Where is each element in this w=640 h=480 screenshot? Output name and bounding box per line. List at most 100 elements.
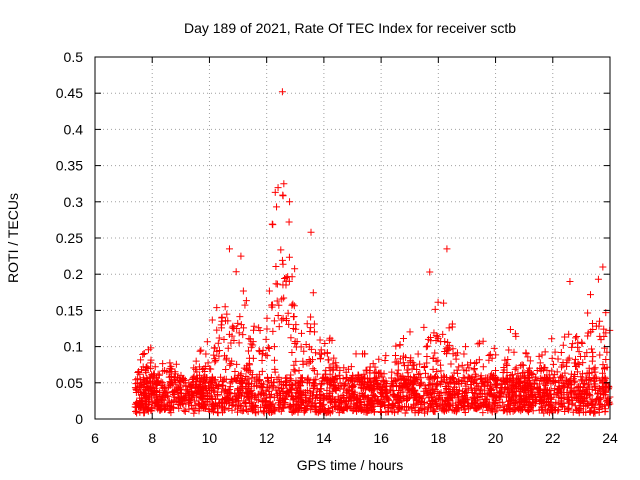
data-point [206,365,214,373]
data-point [565,330,573,338]
data-point [542,381,550,389]
data-point [511,330,519,338]
data-point [137,382,145,390]
data-point [135,368,143,376]
data-point [383,388,391,396]
data-point [197,346,205,354]
data-point [367,377,375,385]
x-tick-label: 18 [431,430,447,446]
data-point [426,268,434,276]
data-point [161,391,169,399]
data-point [317,394,325,402]
data-point [459,402,467,410]
data-point [245,354,253,362]
data-point [545,400,553,408]
data-point [284,309,292,317]
data-point [287,371,295,379]
data-point [587,407,595,415]
data-point [202,363,210,371]
data-point [330,375,338,383]
data-point [316,355,324,363]
data-point [529,385,537,393]
data-point [549,377,557,385]
data-point [230,337,238,345]
data-point [507,396,515,404]
data-point [343,373,351,381]
data-point [588,345,596,353]
data-point [601,408,609,416]
data-point [424,335,432,343]
data-point [285,320,293,328]
data-point [249,341,257,349]
y-tick-label: 0 [75,411,83,427]
data-point [229,398,237,406]
data-point [198,399,206,407]
data-point [420,323,428,331]
data-point [220,375,228,383]
data-point [509,407,517,415]
data-point [601,373,609,381]
data-point [313,386,321,394]
data-point [143,363,151,371]
data-point [313,370,321,378]
data-point [346,403,354,411]
x-tick-label: 20 [488,430,504,446]
data-point [415,394,423,402]
data-point [487,406,495,414]
data-point [471,386,479,394]
data-point [596,332,604,340]
data-point [300,407,308,415]
data-point [341,380,349,388]
data-point [291,265,299,273]
data-point [579,387,587,395]
data-point [145,397,153,405]
data-point [496,392,504,400]
data-point [316,336,324,344]
data-point [431,349,439,357]
data-point [384,408,392,416]
data-point [515,391,523,399]
data-point [135,400,143,408]
data-point [576,393,584,401]
data-point [374,380,382,388]
data-point [185,392,193,400]
y-tick-label: 0.3 [64,194,84,210]
data-point [222,356,230,364]
data-point [142,363,150,371]
data-point [275,388,283,396]
data-point [180,377,188,385]
data-point [228,332,236,340]
data-point [147,344,155,352]
data-point [470,398,478,406]
data-point [544,376,552,384]
data-point [366,399,374,407]
data-point [502,360,510,368]
data-point [387,374,395,382]
data-point [327,364,335,372]
data-point [223,395,231,403]
data-point [292,325,300,333]
data-point [487,386,495,394]
data-point [202,350,210,358]
data-point [393,391,401,399]
data-point [588,357,596,365]
data-point [467,400,475,408]
data-point [478,390,486,398]
data-point [258,397,266,405]
data-point [545,371,553,379]
data-point [490,400,498,408]
data-point [393,369,401,377]
data-point [554,355,562,363]
data-point [441,348,449,356]
data-point [197,386,205,394]
data-point [167,381,175,389]
data-point [580,379,588,387]
data-point [257,403,265,411]
data-point [416,406,424,414]
data-point [493,406,501,414]
data-point [160,387,168,395]
data-point [181,407,189,415]
data-point [572,334,580,342]
data-point [363,402,371,410]
data-point [330,354,338,362]
